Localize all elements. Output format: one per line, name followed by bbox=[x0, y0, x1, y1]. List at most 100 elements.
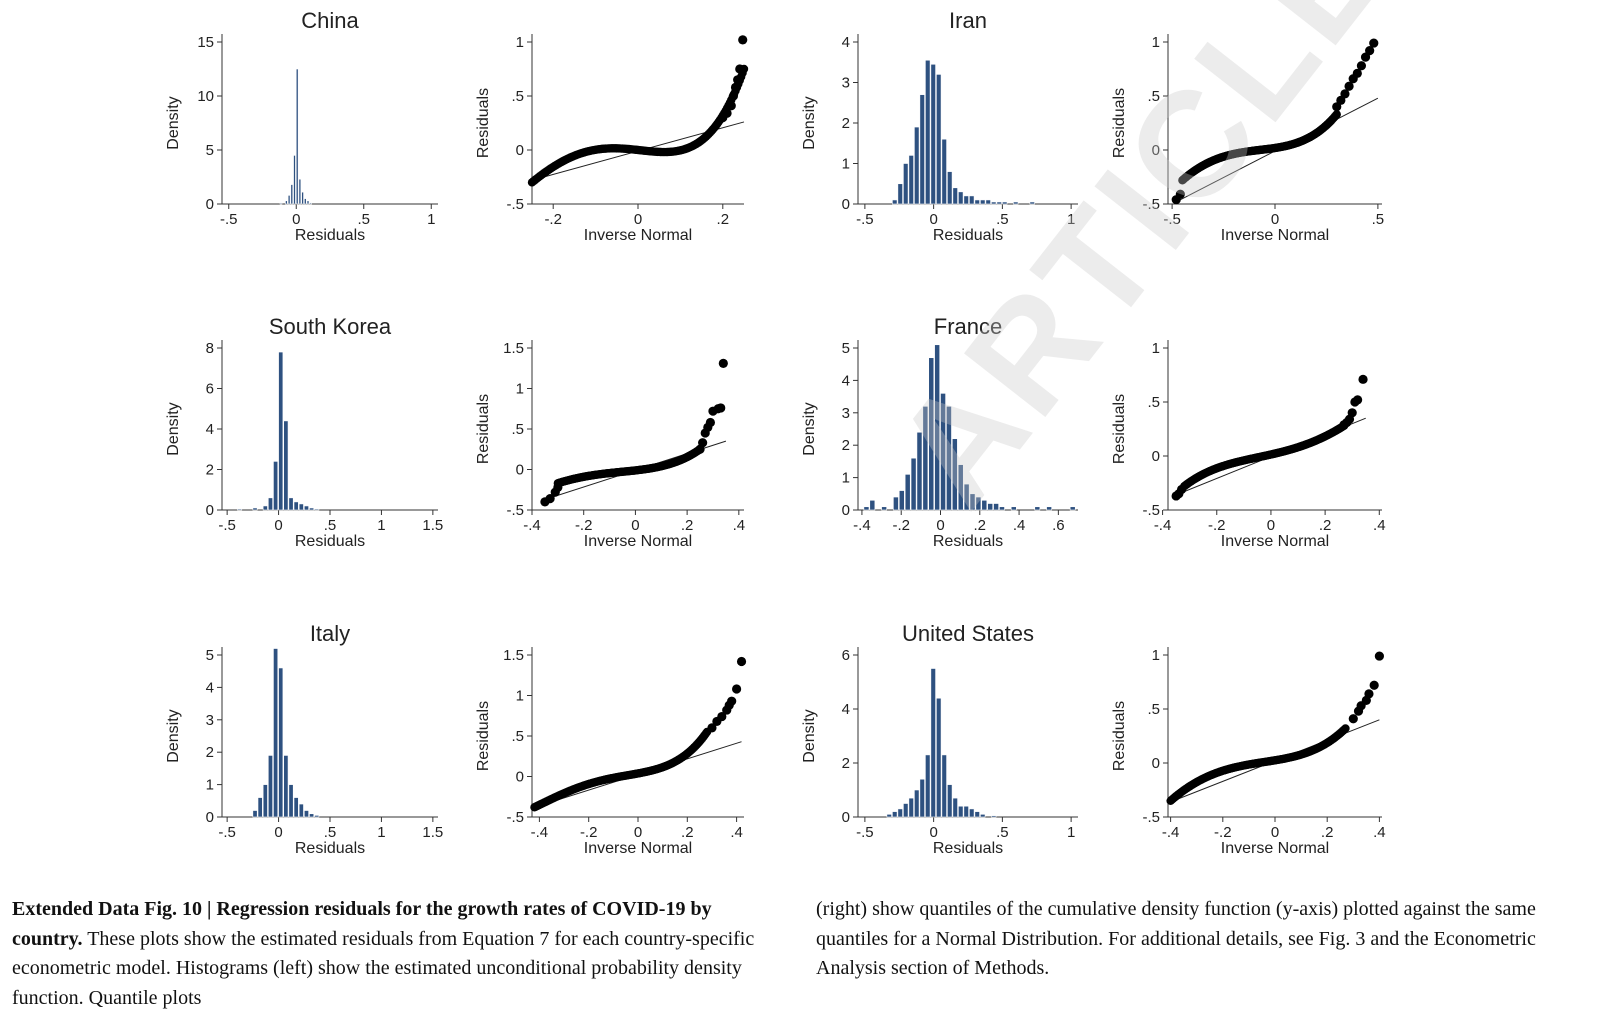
histogram-bar bbox=[925, 59, 931, 205]
y-tick-label: 6 bbox=[842, 647, 850, 664]
x-tick-label: .2 bbox=[974, 517, 987, 534]
x-tick-label: .4 bbox=[1373, 824, 1386, 841]
y-axis-label: Density bbox=[165, 709, 182, 762]
x-axis-label: Residuals bbox=[295, 840, 365, 857]
histogram-bar bbox=[1069, 506, 1076, 511]
histogram-bar bbox=[974, 199, 980, 205]
y-tick-label: 10 bbox=[197, 88, 214, 105]
histogram-bar bbox=[298, 803, 304, 818]
histogram-bar bbox=[952, 187, 958, 205]
qq-tail-point bbox=[545, 494, 555, 504]
y-tick-label: 2 bbox=[842, 437, 850, 454]
y-tick-label: 5 bbox=[842, 340, 850, 357]
y-tick-label: 15 bbox=[197, 34, 214, 51]
histogram-bar bbox=[930, 63, 936, 205]
histogram-bar bbox=[267, 497, 273, 511]
x-tick-label: .5 bbox=[1372, 211, 1385, 228]
histogram-bar bbox=[893, 496, 899, 511]
y-tick-label: 0 bbox=[1152, 142, 1160, 159]
y-tick-label: 0 bbox=[842, 809, 850, 826]
y-tick-label: 0 bbox=[206, 196, 214, 213]
qq-tail-point bbox=[707, 723, 717, 733]
qq-tail-point bbox=[732, 684, 742, 694]
histogram-bar bbox=[301, 191, 304, 205]
x-tick-label: -.2 bbox=[1214, 824, 1232, 841]
y-axis-label: Density bbox=[165, 402, 182, 455]
x-tick-label: 0 bbox=[936, 517, 944, 534]
x-axis-label: Inverse Normal bbox=[584, 227, 692, 244]
histogram-bar bbox=[869, 499, 876, 511]
qq-tail-point bbox=[1374, 651, 1384, 661]
histogram-bar bbox=[273, 648, 279, 818]
x-tick-label: -.2 bbox=[580, 824, 598, 841]
y-tick-label: 0 bbox=[516, 462, 524, 479]
histogram-bar bbox=[293, 501, 299, 511]
y-tick-label: 0 bbox=[842, 502, 850, 519]
histogram-bar bbox=[936, 74, 942, 205]
histogram-bar bbox=[1046, 506, 1052, 511]
histogram-bar bbox=[987, 503, 994, 511]
histogram-bar bbox=[969, 493, 976, 511]
y-tick-label: 0 bbox=[1152, 448, 1160, 465]
x-tick-label: 1.5 bbox=[422, 824, 443, 841]
x-tick-label: .5 bbox=[324, 824, 337, 841]
y-tick-label: -.5 bbox=[1142, 196, 1160, 213]
x-tick-label: .6 bbox=[1052, 517, 1065, 534]
x-tick-label: 1 bbox=[427, 211, 435, 228]
histogram-bar bbox=[916, 431, 923, 511]
y-tick-label: 1.5 bbox=[503, 647, 524, 664]
histogram-bar bbox=[314, 508, 320, 511]
histogram-bar bbox=[957, 464, 964, 511]
panel-title: Italy bbox=[310, 621, 350, 646]
histogram-bar bbox=[1013, 201, 1019, 205]
caption-title: Extended Data Fig. 10 | Regression resid… bbox=[12, 898, 712, 950]
qq-tail-point bbox=[698, 438, 708, 448]
x-tick-label: .2 bbox=[681, 824, 694, 841]
y-tick-label: 0 bbox=[206, 809, 214, 826]
y-tick-label: 1 bbox=[206, 777, 214, 794]
histogram-bar bbox=[930, 668, 936, 818]
histogram-bar bbox=[303, 505, 309, 511]
histogram-bar bbox=[910, 457, 917, 511]
qq-tail-point bbox=[1352, 68, 1362, 78]
histogram-bar bbox=[295, 68, 299, 205]
x-axis-label: Residuals bbox=[295, 533, 365, 550]
y-tick-label: -.5 bbox=[1142, 809, 1160, 826]
y-tick-label: 0 bbox=[516, 769, 524, 786]
x-tick-label: -.5 bbox=[218, 824, 236, 841]
x-tick-label: .2 bbox=[717, 211, 730, 228]
histogram-bar bbox=[1010, 506, 1017, 511]
y-tick-label: 2 bbox=[206, 462, 214, 479]
histogram-bar bbox=[262, 784, 268, 818]
histogram-bar bbox=[908, 155, 914, 205]
qq-tail-point bbox=[730, 82, 741, 92]
x-tick-label: 0 bbox=[634, 211, 642, 228]
histogram-bar bbox=[941, 754, 947, 818]
y-tick-label: 3 bbox=[842, 75, 850, 92]
y-tick-label: 1 bbox=[516, 688, 524, 705]
histogram-bar bbox=[273, 461, 279, 511]
y-tick-label: 4 bbox=[842, 372, 850, 389]
qq-point bbox=[1332, 110, 1341, 119]
x-tick-label: 1 bbox=[377, 517, 385, 534]
x-tick-label: 0 bbox=[929, 824, 937, 841]
x-tick-label: -.2 bbox=[575, 517, 593, 534]
x-tick-label: -.2 bbox=[892, 517, 910, 534]
histogram-bar bbox=[309, 813, 315, 818]
caption-left: Extended Data Fig. 10 | Regression resid… bbox=[12, 895, 782, 1013]
qq-tail-point bbox=[733, 75, 743, 85]
y-tick-label: 4 bbox=[206, 679, 214, 696]
qq-tail-point bbox=[1344, 81, 1354, 91]
histogram-bar bbox=[1034, 506, 1041, 511]
histogram-bar bbox=[252, 810, 258, 818]
histogram-bar bbox=[975, 496, 982, 511]
histogram-bar bbox=[914, 789, 920, 818]
qq-plot-france: -.5 0 .5 1 -.4 -.2 0 .2 .4 Inverse Normal Residual… bbox=[1111, 340, 1386, 550]
x-tick-label: .5 bbox=[996, 211, 1009, 228]
panel-title: United States bbox=[902, 621, 1034, 646]
x-tick-label: 0 bbox=[274, 517, 282, 534]
qq-point bbox=[1341, 724, 1350, 733]
y-tick-label: 1 bbox=[1152, 647, 1160, 664]
x-tick-label: -.4 bbox=[523, 517, 541, 534]
qq-tail-point bbox=[717, 711, 727, 722]
